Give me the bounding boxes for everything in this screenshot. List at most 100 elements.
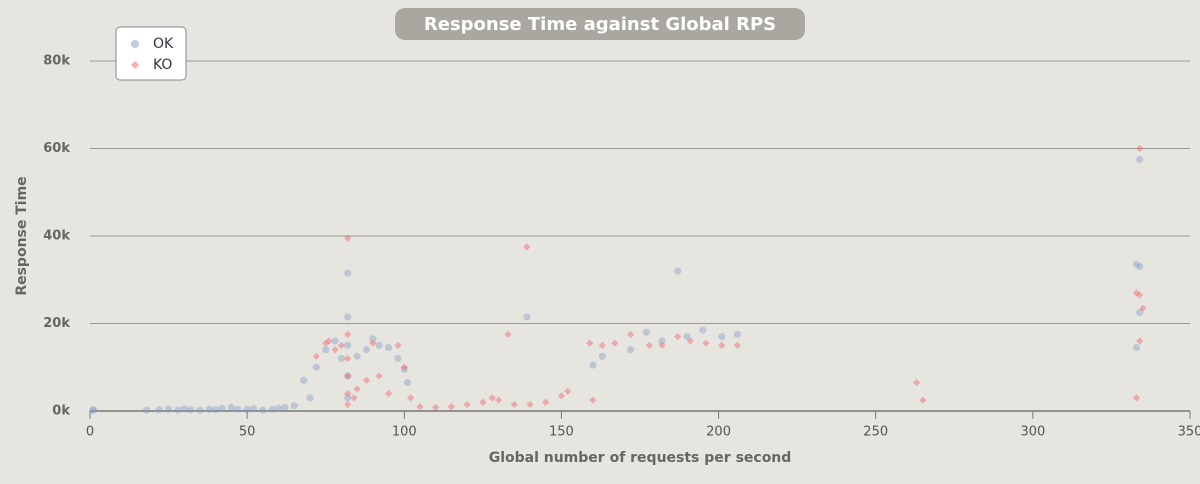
point bbox=[290, 402, 298, 410]
point bbox=[344, 234, 352, 242]
point bbox=[394, 354, 402, 363]
point bbox=[488, 394, 496, 402]
point bbox=[322, 346, 330, 354]
point bbox=[174, 406, 182, 414]
x-axis-label: Global number of requests per second bbox=[489, 450, 792, 466]
point bbox=[733, 341, 742, 349]
point bbox=[718, 333, 726, 341]
point bbox=[384, 343, 393, 352]
point bbox=[281, 403, 289, 412]
legend-box bbox=[115, 26, 187, 81]
point bbox=[322, 339, 330, 347]
point bbox=[494, 396, 503, 404]
point bbox=[403, 378, 412, 387]
point bbox=[337, 341, 346, 349]
point bbox=[674, 267, 682, 275]
x-tick-label: 250 bbox=[863, 425, 888, 440]
y-tick-label: 20k bbox=[43, 316, 70, 331]
x-tick-label: 0 bbox=[86, 425, 94, 440]
point bbox=[337, 354, 346, 363]
point bbox=[369, 335, 377, 343]
point bbox=[598, 341, 606, 349]
point bbox=[353, 352, 361, 360]
point bbox=[674, 333, 682, 341]
point bbox=[344, 400, 352, 409]
point bbox=[164, 405, 173, 413]
point bbox=[362, 346, 371, 354]
point bbox=[686, 337, 694, 345]
point bbox=[626, 330, 635, 339]
point bbox=[331, 337, 339, 345]
point bbox=[306, 394, 314, 402]
point bbox=[274, 404, 283, 412]
point bbox=[611, 339, 619, 347]
point bbox=[1136, 337, 1144, 345]
title-background bbox=[395, 8, 805, 40]
point bbox=[504, 330, 512, 339]
point bbox=[1132, 289, 1141, 297]
point bbox=[362, 376, 371, 384]
point bbox=[510, 400, 518, 409]
grid: 0k 20k 40k 60k 80k 0 50 100 150 200 250 300 350 bbox=[43, 54, 1200, 440]
point bbox=[626, 346, 635, 354]
point bbox=[344, 341, 352, 349]
point bbox=[699, 326, 707, 334]
point bbox=[268, 405, 276, 413]
point bbox=[196, 406, 204, 414]
point bbox=[1132, 394, 1141, 402]
x-tick-label: 350 bbox=[1178, 425, 1200, 440]
point bbox=[564, 387, 572, 395]
points bbox=[89, 144, 1147, 415]
point bbox=[400, 365, 408, 374]
point bbox=[642, 328, 650, 336]
legend-swatch bbox=[131, 40, 139, 48]
point bbox=[344, 354, 352, 363]
x-tick-label: 50 bbox=[239, 425, 256, 440]
point bbox=[218, 404, 226, 412]
point bbox=[369, 339, 377, 347]
point bbox=[344, 372, 352, 380]
point bbox=[526, 400, 534, 409]
point bbox=[259, 406, 267, 414]
y-tick-label: 60k bbox=[43, 141, 70, 156]
x-tick-label: 150 bbox=[549, 425, 574, 440]
point bbox=[400, 363, 408, 371]
point bbox=[375, 372, 383, 380]
point bbox=[523, 243, 531, 251]
point bbox=[1139, 304, 1147, 312]
point bbox=[586, 339, 594, 347]
y-tick-label: 0k bbox=[52, 404, 70, 419]
point bbox=[416, 403, 424, 411]
point bbox=[1136, 291, 1144, 299]
point bbox=[479, 398, 487, 406]
point bbox=[523, 313, 531, 321]
point bbox=[406, 394, 415, 402]
legend-label: KO bbox=[153, 57, 172, 73]
legend-label: OK bbox=[153, 36, 174, 52]
point bbox=[1132, 260, 1141, 269]
x-tick-label: 300 bbox=[1020, 425, 1045, 440]
legend: OK KO bbox=[115, 26, 187, 81]
point bbox=[89, 406, 97, 415]
point bbox=[350, 394, 358, 402]
point bbox=[542, 398, 550, 406]
point bbox=[180, 405, 188, 413]
point bbox=[919, 396, 927, 404]
chart-title: Response Time against Global RPS bbox=[424, 14, 776, 35]
point bbox=[645, 341, 654, 349]
point bbox=[344, 269, 352, 277]
point bbox=[344, 313, 352, 321]
point bbox=[142, 406, 151, 414]
point bbox=[1136, 144, 1144, 153]
point bbox=[589, 396, 597, 404]
point bbox=[205, 405, 214, 413]
point bbox=[375, 341, 383, 349]
legend-swatch bbox=[131, 61, 139, 69]
y-tick-label: 40k bbox=[43, 229, 70, 244]
point bbox=[557, 392, 566, 400]
point bbox=[598, 352, 606, 360]
point bbox=[718, 341, 726, 349]
point bbox=[300, 376, 308, 384]
point bbox=[243, 406, 251, 414]
